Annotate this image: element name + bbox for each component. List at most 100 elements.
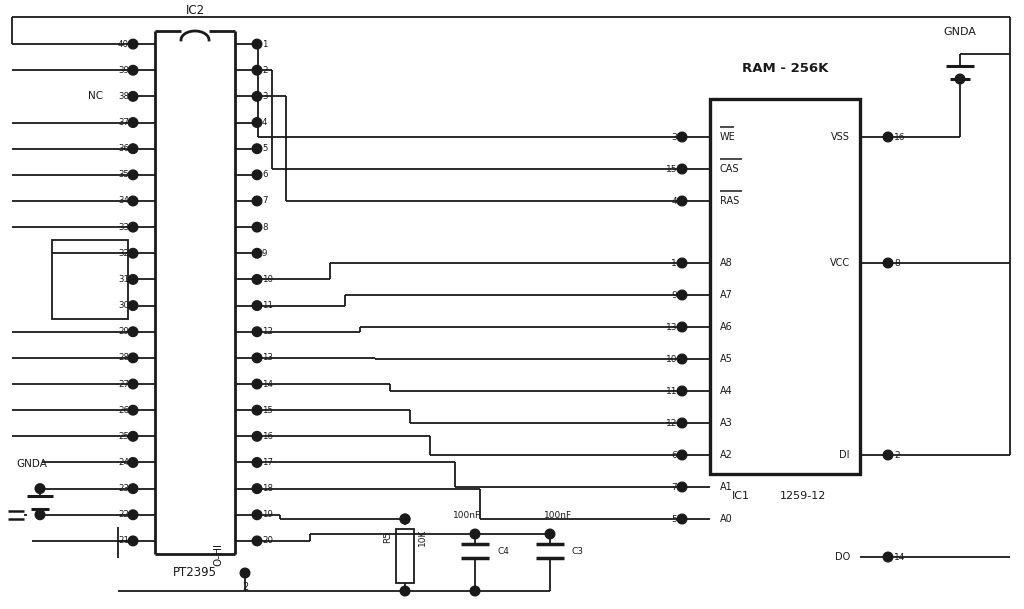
Text: 10: 10 xyxy=(666,354,677,364)
Circle shape xyxy=(677,132,687,142)
Circle shape xyxy=(677,258,687,268)
Text: CAS: CAS xyxy=(720,164,739,174)
Circle shape xyxy=(128,65,138,75)
Text: O-HI: O-HI xyxy=(213,543,223,566)
Text: A3: A3 xyxy=(720,418,733,428)
Text: 10: 10 xyxy=(262,275,273,284)
Text: PT2395: PT2395 xyxy=(173,566,217,579)
Text: 8: 8 xyxy=(894,258,900,267)
Circle shape xyxy=(128,406,138,415)
Circle shape xyxy=(252,144,262,153)
Circle shape xyxy=(400,514,410,524)
Text: A4: A4 xyxy=(720,386,733,396)
Text: 31: 31 xyxy=(118,275,129,284)
Circle shape xyxy=(252,65,262,75)
Circle shape xyxy=(252,510,262,519)
Circle shape xyxy=(677,482,687,492)
Circle shape xyxy=(677,386,687,396)
Text: 35: 35 xyxy=(118,171,129,179)
Text: DI: DI xyxy=(840,450,850,460)
Text: 100nF: 100nF xyxy=(453,510,481,519)
Text: 28: 28 xyxy=(118,353,129,362)
Text: IC1: IC1 xyxy=(732,491,750,501)
Circle shape xyxy=(400,514,410,524)
Text: 26: 26 xyxy=(118,406,129,415)
Circle shape xyxy=(128,353,138,363)
Text: 1: 1 xyxy=(262,40,267,49)
Text: 5: 5 xyxy=(672,515,677,524)
Text: 3: 3 xyxy=(262,92,267,101)
Circle shape xyxy=(470,529,480,539)
Circle shape xyxy=(128,327,138,337)
Text: 13: 13 xyxy=(666,323,677,331)
Text: 15: 15 xyxy=(262,406,273,415)
Text: DO: DO xyxy=(835,552,850,562)
Text: 10K: 10K xyxy=(418,529,427,546)
Text: 32: 32 xyxy=(118,248,129,258)
Text: RAS: RAS xyxy=(720,196,739,206)
Circle shape xyxy=(252,196,262,206)
Circle shape xyxy=(128,39,138,49)
Circle shape xyxy=(252,170,262,180)
Text: A2: A2 xyxy=(720,450,733,460)
Text: 9: 9 xyxy=(672,290,677,300)
Circle shape xyxy=(545,529,555,539)
Text: 17: 17 xyxy=(262,458,273,467)
Circle shape xyxy=(883,450,893,460)
Circle shape xyxy=(470,586,480,596)
Text: 14: 14 xyxy=(262,379,273,389)
Circle shape xyxy=(252,248,262,258)
Text: 18: 18 xyxy=(262,484,273,493)
Text: 24: 24 xyxy=(118,458,129,467)
Text: C4: C4 xyxy=(497,546,509,555)
Text: 100nF: 100nF xyxy=(544,510,572,519)
Text: 7: 7 xyxy=(672,482,677,491)
Circle shape xyxy=(128,510,138,519)
Text: A1: A1 xyxy=(720,482,733,492)
Text: 29: 29 xyxy=(118,327,129,336)
Text: 37: 37 xyxy=(118,118,129,127)
Text: 39: 39 xyxy=(118,66,129,75)
Circle shape xyxy=(252,536,262,546)
Text: 38: 38 xyxy=(118,92,129,101)
Text: 2: 2 xyxy=(894,451,900,460)
Bar xyxy=(396,529,414,583)
Text: 7: 7 xyxy=(262,197,267,205)
Circle shape xyxy=(35,484,45,493)
Text: 25: 25 xyxy=(118,432,129,441)
Text: 13: 13 xyxy=(262,353,273,362)
Circle shape xyxy=(252,432,262,441)
Circle shape xyxy=(677,514,687,524)
Circle shape xyxy=(241,568,250,578)
Circle shape xyxy=(252,327,262,337)
Text: 12: 12 xyxy=(666,418,677,428)
Circle shape xyxy=(252,301,262,311)
Circle shape xyxy=(400,586,410,596)
Circle shape xyxy=(128,91,138,101)
Text: 34: 34 xyxy=(118,197,129,205)
Circle shape xyxy=(128,222,138,232)
Text: C3: C3 xyxy=(572,546,584,555)
Text: 19: 19 xyxy=(262,510,272,519)
Text: 6: 6 xyxy=(262,171,267,179)
Text: A5: A5 xyxy=(720,354,733,364)
Circle shape xyxy=(252,118,262,127)
Circle shape xyxy=(35,510,45,519)
Circle shape xyxy=(677,290,687,300)
Text: IC2: IC2 xyxy=(185,4,205,18)
Circle shape xyxy=(128,379,138,389)
Bar xyxy=(710,99,860,474)
Text: 1259-12: 1259-12 xyxy=(780,491,826,501)
Text: 8: 8 xyxy=(262,223,267,231)
Circle shape xyxy=(677,354,687,364)
Text: 20: 20 xyxy=(262,537,273,546)
Circle shape xyxy=(677,418,687,428)
Text: 4: 4 xyxy=(262,118,267,127)
Text: 40: 40 xyxy=(118,40,129,49)
Circle shape xyxy=(677,164,687,174)
Circle shape xyxy=(677,322,687,332)
Circle shape xyxy=(128,144,138,153)
Text: 9: 9 xyxy=(262,248,267,258)
Text: 6: 6 xyxy=(672,451,677,460)
Circle shape xyxy=(955,74,965,84)
